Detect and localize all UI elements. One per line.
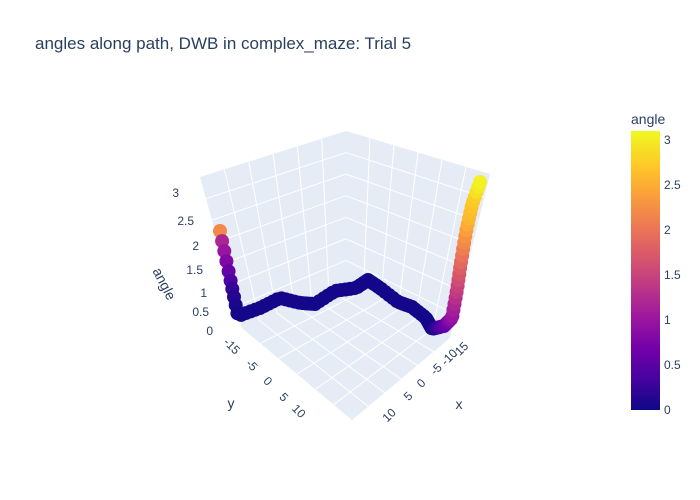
grid-line [432,166,467,329]
colorbar-tick-label: 2 [664,223,671,237]
z-tick-label: 3 [172,186,179,200]
colorbar-title: angle [631,111,666,127]
y-tick-label: -5 [243,356,261,374]
grid-line [248,161,278,313]
colorbar[interactable] [631,131,660,410]
z-axis-title: angle [150,265,180,303]
grid-line [321,138,330,290]
x-tick-label: 5 [401,389,416,404]
y-tick-label: -15 [221,335,243,357]
z-tick-label: 1.5 [186,263,203,277]
y-axis-title: y [228,395,235,411]
colorbar-tick-label: 2.5 [664,178,681,192]
grid-line [362,138,371,292]
grid-line [229,238,347,286]
grid-line [333,328,433,406]
colorbar-tick-label: 3 [664,133,671,147]
grid-line [205,152,347,200]
grid-line [223,216,347,264]
colorbar-tick-label: 1 [664,313,671,327]
grid-line [414,159,443,320]
grid-line [345,173,479,222]
y-tick-label: 0 [261,374,276,389]
grid-line [345,216,468,269]
x-tick-label: 0 [414,376,429,391]
x-tick-label: 10 [379,405,399,425]
grid-line [223,169,260,321]
colorbar-tick-label: 0 [664,403,671,417]
grid-line [380,145,395,301]
floor-plane [242,282,450,420]
grid-line [235,259,347,307]
z-tick-label: 0.5 [192,305,209,319]
scatter-markers[interactable] [213,175,487,336]
grid-line [217,195,347,243]
z-tick-label: 1 [200,286,207,300]
grid-line [296,146,312,298]
grid-line [345,259,456,316]
grid-line [211,173,347,221]
z-tick-label: 2.5 [177,214,194,228]
z-tick-label: 2 [192,239,199,253]
grid-line [345,238,462,292]
colorbar-tick-label: 0.5 [664,358,681,372]
grid-lines [205,138,485,407]
y-tick-label: 10 [289,401,309,421]
z-tick-label: 0 [206,324,213,338]
x-axis-title: x [456,396,463,412]
grid-line [345,152,485,198]
colorbar-tick-label: 1.5 [664,268,681,282]
grid-line [272,153,295,306]
grid-line [397,152,419,311]
chart-title: angles along path, DWB in complex_maze: … [35,34,412,53]
scatter-point[interactable] [473,175,487,189]
grid-line [345,195,474,245]
y-tick-label: 5 [277,390,292,405]
